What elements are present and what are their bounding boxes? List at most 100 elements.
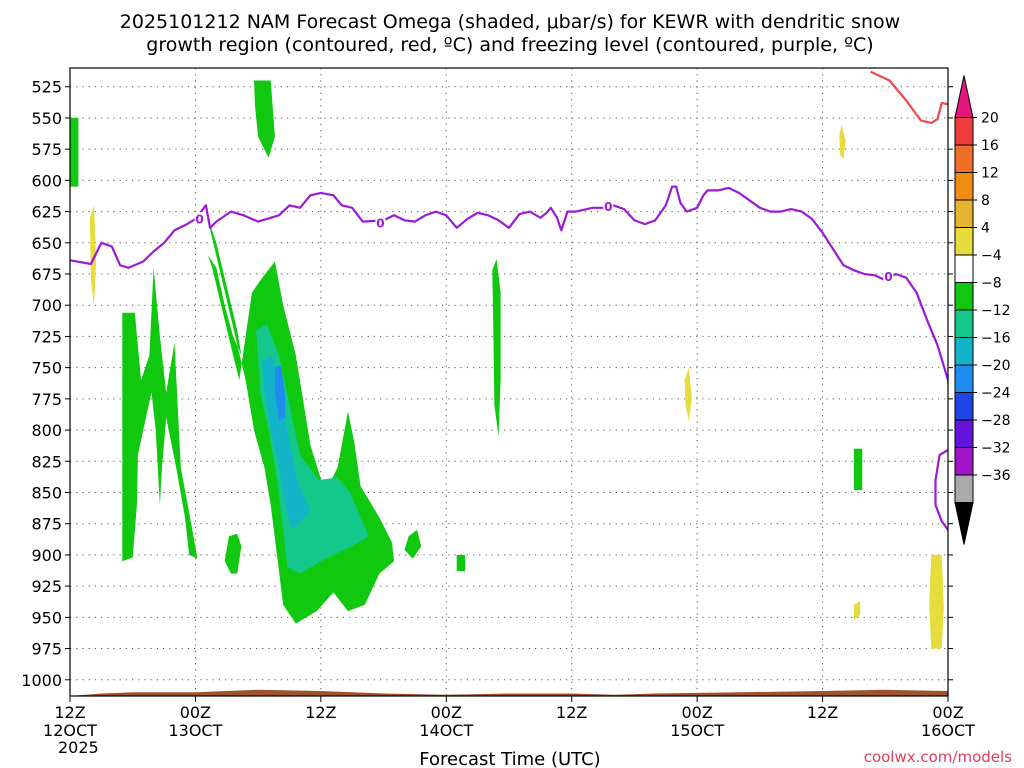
colorbar-label: −16 — [981, 331, 1011, 347]
contour-label-bg — [883, 269, 894, 283]
colorbar-segment — [954, 419, 974, 448]
omega-green-12z-upper — [254, 80, 275, 158]
omega-blue-core — [274, 365, 286, 421]
colorbar-top-arrow — [954, 75, 974, 118]
y-tick-label: 650 — [31, 234, 62, 253]
colorbar-label: −36 — [981, 468, 1011, 484]
y-tick-label: 975 — [31, 640, 62, 659]
omega-teal-band — [256, 323, 369, 574]
omega-yellow-late-column — [929, 554, 944, 649]
omega-shading — [70, 80, 944, 649]
contour-label: 0 — [195, 213, 203, 227]
x-tick-label: 12Z — [807, 703, 838, 722]
y-tick-label: 800 — [31, 421, 62, 440]
colorbar-label: −8 — [981, 276, 1002, 292]
x-axis-title: Forecast Time (UTC) — [419, 749, 600, 768]
colorbar-segment — [954, 337, 974, 366]
contour-label: 0 — [376, 216, 384, 230]
omega-yellow-early — [89, 205, 97, 306]
colorbar-bottom-arrow — [954, 502, 974, 545]
x-tick-label: 12Z — [305, 703, 336, 722]
omega-green-blob-22z — [404, 529, 422, 559]
x-tick-date-label: 12OCT — [43, 721, 97, 740]
y-tick-label: 925 — [31, 577, 62, 596]
omega-green-13oct-column — [122, 267, 198, 562]
colorbar: 20 16 12 8 4 −4 −8 −12 −16 −20 −24 −28 −32 −36 — [954, 75, 1011, 545]
contour-label-bg — [194, 212, 205, 226]
y-tick-label: 750 — [31, 359, 62, 378]
colorbar-segment — [954, 227, 974, 256]
y-tick-label: 775 — [31, 390, 62, 409]
x-tick-label: 00Z — [431, 703, 462, 722]
x-tick-label: 00Z — [681, 703, 712, 722]
colorbar-label: 8 — [981, 193, 990, 209]
colorbar-segment — [954, 199, 974, 228]
y-tick-label: 875 — [31, 515, 62, 534]
contour-label: 0 — [884, 270, 892, 284]
colorbar-segment — [954, 172, 974, 201]
colorbar-label: 20 — [981, 111, 999, 127]
x-tick-date-label: 14OCT — [419, 721, 473, 740]
y-tick-label: 900 — [31, 546, 62, 565]
colorbar-segment — [954, 254, 974, 283]
colorbar-label: 4 — [981, 221, 990, 237]
omega-cyan-core — [262, 355, 311, 530]
x-tick-label: 00Z — [932, 703, 963, 722]
y-tick-label: 950 — [31, 608, 62, 627]
colorbar-label: 16 — [981, 138, 999, 154]
colorbar-label: −12 — [981, 303, 1011, 319]
colorbar-segment — [954, 144, 974, 173]
colorbar-segment — [954, 447, 974, 476]
colorbar-label: 12 — [981, 166, 999, 182]
credit-text: coolwx.com/models — [864, 748, 1012, 766]
colorbar-label: −32 — [981, 441, 1011, 457]
colorbar-label: −20 — [981, 358, 1011, 374]
y-axis: 525 550 575 600 625 650 675 700 725 750 775 800 825 8… — [21, 78, 953, 690]
omega-green-early-top — [70, 117, 79, 187]
terrain-layer — [70, 689, 948, 696]
omega-green-square-00z — [456, 554, 466, 572]
x-tick-date-label: 16OCT — [921, 721, 975, 740]
y-tick-label: 575 — [31, 140, 62, 159]
colorbar-segment — [954, 392, 974, 421]
freezing-level-contour — [70, 185, 948, 532]
x-tick-year-label: 2025 — [58, 738, 99, 757]
y-tick-label: 550 — [31, 109, 62, 128]
terrain-surface — [70, 689, 948, 696]
omega-yellow-12z-top — [839, 124, 846, 160]
y-tick-label: 675 — [31, 265, 62, 284]
omega-yellow-small-13z — [853, 601, 861, 620]
y-tick-label: 850 — [31, 483, 62, 502]
y-tick-label: 700 — [31, 296, 62, 315]
x-tick-label: 12Z — [556, 703, 587, 722]
x-tick-date-label: 13OCT — [168, 721, 222, 740]
contour-label-bg — [375, 215, 386, 229]
colorbar-segment — [954, 364, 974, 393]
chart-title-line-2: growth region (contoured, red, ºC) and f… — [146, 34, 873, 56]
colorbar-label: −24 — [981, 386, 1011, 402]
dendritic-growth-contour — [870, 70, 948, 124]
colorbar-segment — [954, 117, 974, 146]
contour-label: 0 — [604, 200, 612, 214]
y-tick-label: 825 — [31, 452, 62, 471]
colorbar-segment — [954, 474, 974, 503]
omega-green-sliver-04z — [492, 259, 501, 437]
x-tick-date-label: 15OCT — [670, 721, 724, 740]
colorbar-segment — [954, 282, 974, 311]
omega-green-blob-14z — [224, 533, 242, 574]
contours: 0 0 0 0 — [70, 70, 948, 532]
y-tick-label: 1000 — [21, 671, 62, 690]
y-tick-label: 625 — [31, 203, 62, 222]
x-tick-label: 00Z — [180, 703, 211, 722]
chart-title-line-1: 2025101212 NAM Forecast Omega (shaded, μ… — [120, 11, 900, 33]
x-tick-label: 12Z — [54, 703, 85, 722]
y-tick-label: 725 — [31, 327, 62, 346]
colorbar-label: −4 — [981, 248, 1002, 264]
y-tick-label: 600 — [31, 171, 62, 190]
chart-title: 2025101212 NAM Forecast Omega (shaded, μ… — [120, 11, 900, 56]
plot-frame — [69, 67, 949, 697]
contour-label-bg — [603, 199, 614, 213]
omega-yellow-15oct-mid — [684, 367, 692, 422]
